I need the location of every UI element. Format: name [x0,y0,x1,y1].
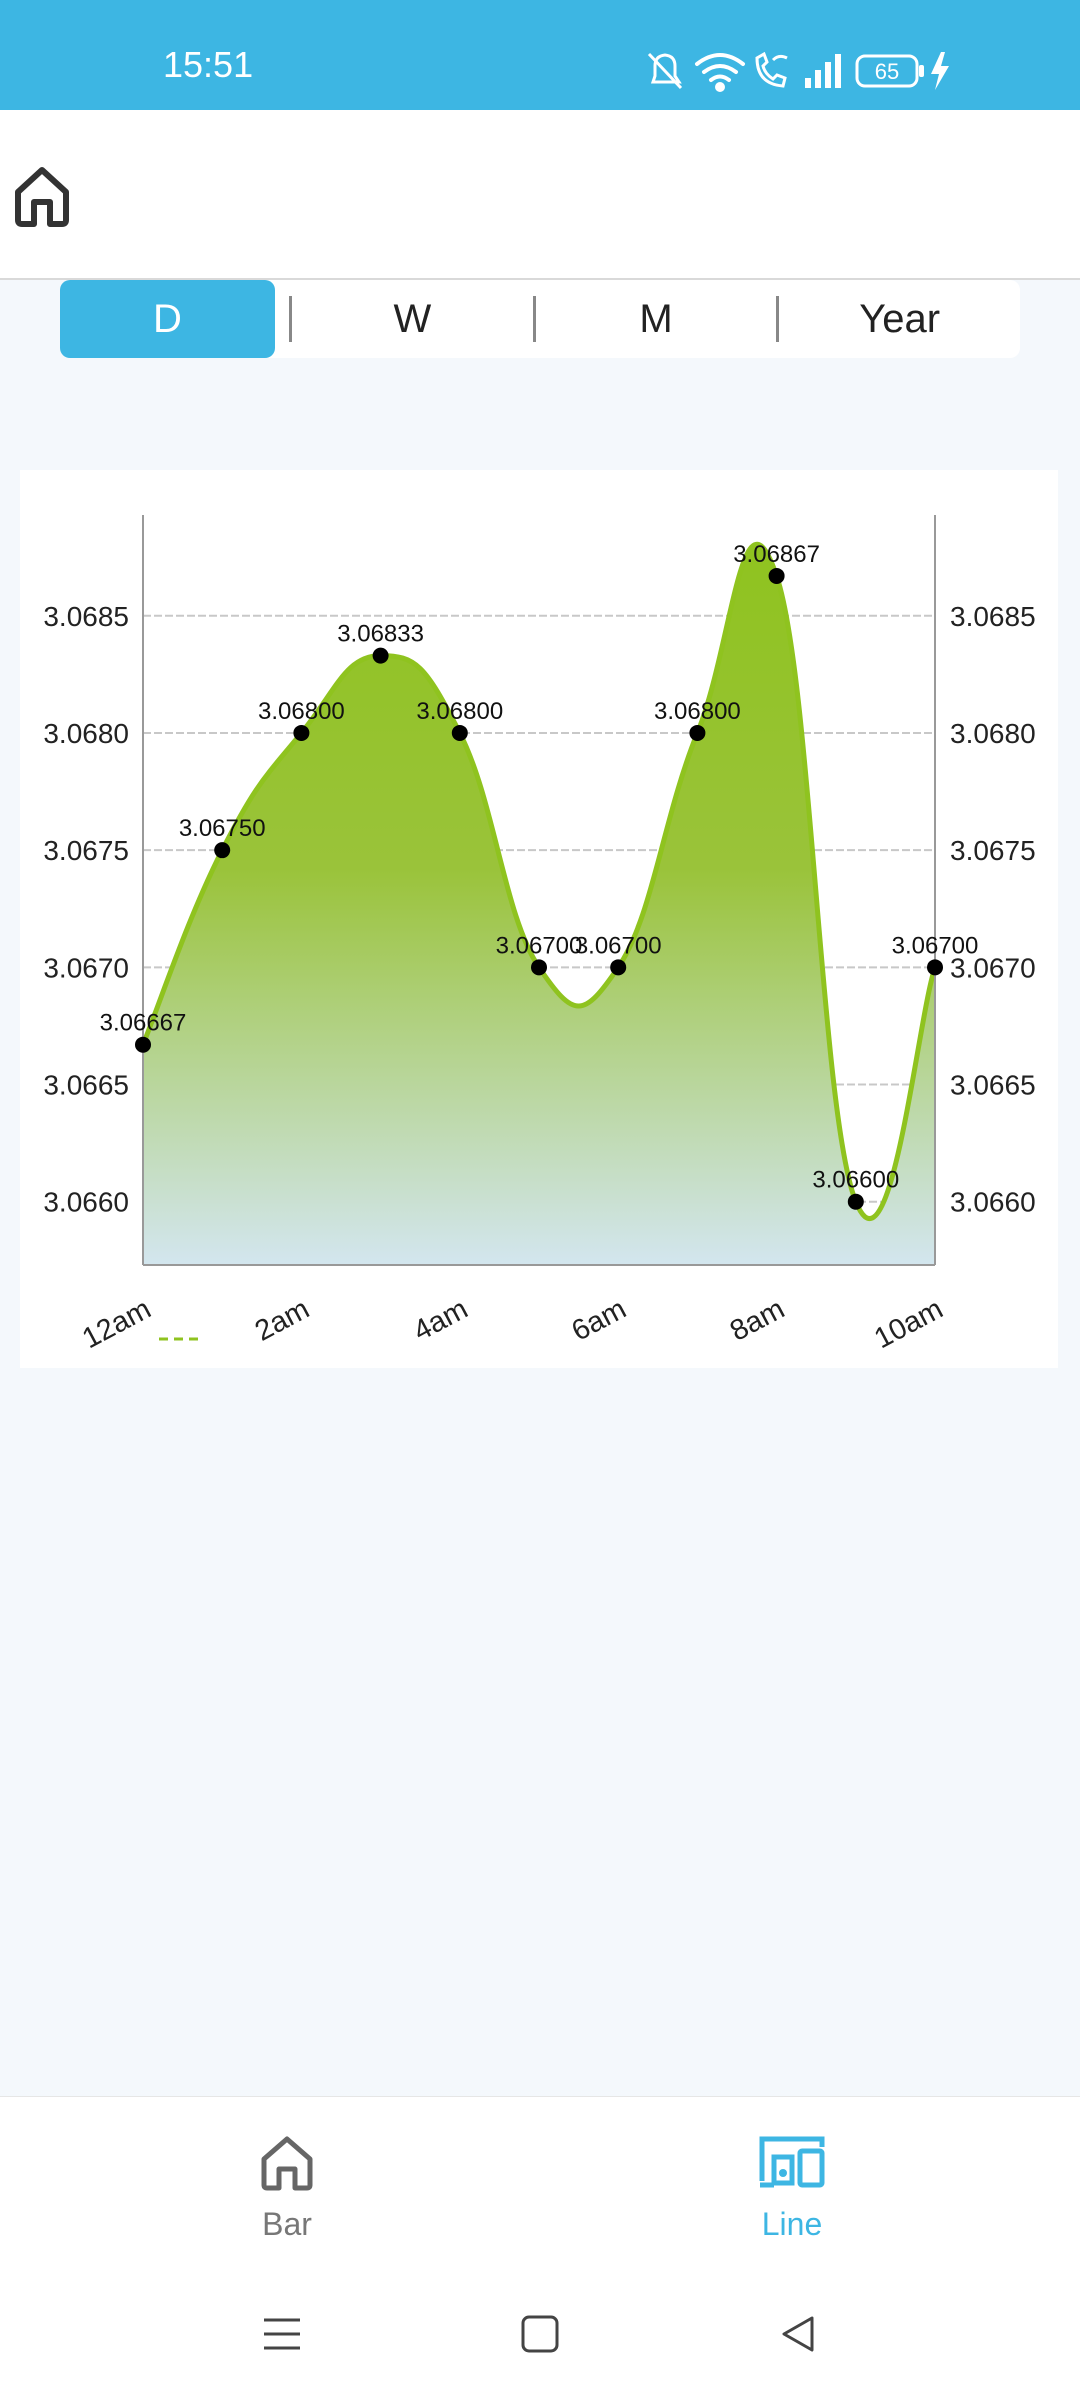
data-label: 3.06800 [258,698,345,725]
data-label: 3.06700 [892,932,979,959]
x-tick-label: 10am [869,1293,948,1355]
x-tick-label: 4am [408,1293,473,1348]
nav-bar-label: Bar [262,2206,312,2242]
data-point[interactable] [610,959,627,976]
data-point[interactable] [214,842,231,859]
data-label: 3.06700 [575,932,662,959]
data-point[interactable] [451,724,468,741]
battery-icon: 65 [855,54,924,88]
y-tick-left: 3.0675 [43,835,129,866]
y-tick-left: 3.0670 [43,952,129,983]
data-label: 3.06800 [416,698,503,725]
y-tick-right: 3.0660 [950,1187,1036,1218]
home-icon [15,167,69,227]
area-fill [143,544,935,1265]
status-icons: 65 [645,48,1025,94]
tab-month[interactable]: M [639,296,673,341]
status-bar: 15:51 [0,0,1080,110]
home-button[interactable] [12,162,72,228]
nav-line[interactable]: Line [692,2133,892,2243]
signal-icon [805,54,841,88]
system-nav [0,2286,1080,2400]
bottom-nav: Bar Line [0,2096,1080,2287]
mute-icon [647,52,683,90]
y-tick-right: 3.0685 [950,601,1036,632]
data-point[interactable] [768,567,785,584]
divider [776,296,780,342]
data-label: 3.06833 [337,621,424,648]
data-label: 3.06750 [179,815,266,842]
y-tick-right: 3.0665 [950,1070,1036,1101]
menu-icon[interactable] [262,2314,302,2354]
x-tick-label: 6am [567,1293,632,1348]
y-tick-left: 3.0680 [43,718,129,749]
nav-line-label: Line [761,2206,823,2242]
divider [532,296,536,342]
y-tick-right: 3.0675 [950,835,1036,866]
tab-day[interactable]: D [60,280,275,358]
y-tick-right: 3.0680 [950,718,1036,749]
y-tick-left: 3.0660 [43,1187,129,1218]
data-point[interactable] [689,724,706,741]
data-point[interactable] [372,647,389,664]
data-label: 3.06700 [496,932,583,959]
data-label: 3.06667 [100,1010,187,1037]
wifi-call-icon [755,51,788,88]
home-square-icon[interactable] [520,2314,560,2354]
y-tick-right: 3.0670 [950,952,1036,983]
data-label: 3.06867 [733,541,820,568]
y-tick-left: 3.0685 [43,601,129,632]
data-point[interactable] [293,724,310,741]
data-label: 3.06600 [812,1167,899,1194]
data-point[interactable] [927,959,943,976]
nav-bar[interactable]: Bar [187,2133,387,2243]
devices-icon [759,2136,825,2188]
chart-card: 3.0660 3.0660 3.0665 3.0665 3.0670 3.0670 3.06… [20,470,1058,1368]
data-point[interactable] [531,959,547,976]
charging-icon [931,52,949,90]
y-tick-left: 3.0665 [43,1070,129,1101]
app-bar [0,110,1080,280]
x-tick-label: 2am [250,1293,315,1348]
tab-year[interactable]: Year [859,296,941,341]
data-point[interactable] [135,1036,151,1053]
tab-week[interactable]: W [393,296,432,341]
back-icon[interactable] [778,2314,818,2354]
x-tick-label: 8am [725,1293,790,1348]
divider [289,296,292,342]
wifi-icon [695,53,745,92]
home-icon [261,2136,313,2191]
status-time: 15:51 [163,44,254,85]
data-point[interactable] [847,1193,864,1210]
x-tick-label: 12am [77,1293,156,1355]
data-label: 3.06800 [654,698,741,725]
range-selector: D W M Year [60,280,1020,358]
battery-level: 65 [875,59,899,84]
